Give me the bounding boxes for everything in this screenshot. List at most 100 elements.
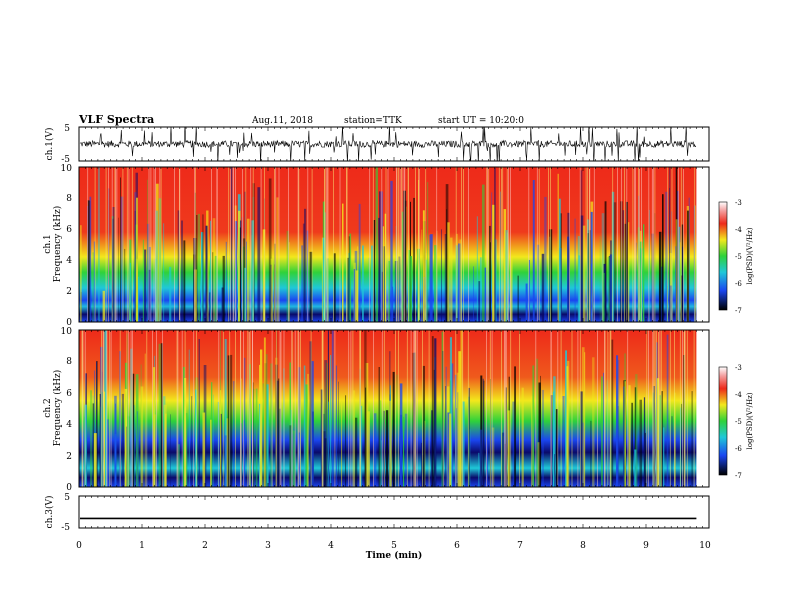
ch1-spectrogram-impulse — [245, 167, 247, 322]
ch1-colorbar: -3 -4 -5 -6 -7 log(PSD)(V²/Hz) — [718, 199, 754, 315]
ch2-spectrogram-streak — [331, 330, 334, 487]
ch2-spectrogram-impulse — [348, 330, 350, 487]
ch2-spectrogram-impulse — [683, 330, 685, 487]
ch2-spectrogram-streak — [103, 391, 106, 487]
ch2-spectrogram-streak — [480, 375, 483, 487]
ch1-spectrogram-streak — [622, 210, 625, 322]
ch2-spectrogram-streak — [468, 387, 470, 487]
ch2-spectrogram-streak — [323, 431, 326, 487]
xtick-10: 10 — [699, 541, 711, 551]
ch1-spectrogram-yticks: 0 2 4 6 8 10 — [61, 164, 73, 328]
ch2-spectrogram-impulse — [577, 330, 579, 487]
ch1-spectrogram-impulse — [498, 167, 500, 322]
ch2-spectrogram-impulse — [693, 330, 695, 487]
ch2-spectrogram-streak — [447, 412, 450, 487]
ch1-spectrogram-streak — [450, 237, 453, 322]
ch1-cb-tick-m6: -6 — [735, 280, 742, 288]
ch2-spectrogram-streak — [364, 330, 367, 487]
ch2-spectrogram-streak — [178, 444, 180, 487]
ch2-spectrogram-streak — [666, 334, 669, 487]
ch2-spectrogram-streak — [643, 397, 646, 487]
ch1-spectrogram-streak — [441, 229, 442, 322]
xtick-8: 8 — [580, 541, 586, 551]
ch1-spectrogram-streak — [694, 205, 696, 322]
ch1-spectrogram-impulse — [298, 167, 300, 322]
ch2-spectrogram-streak — [378, 367, 380, 487]
ch2-spectrogram-streak — [335, 365, 337, 487]
ch1-spectrogram-streak — [587, 233, 589, 322]
ch2-spectrogram-streak — [132, 373, 135, 487]
x-axis-labels: 0 1 2 3 4 5 6 7 8 9 10 Time (min) — [76, 541, 711, 561]
ch1-spectrogram-impulse — [403, 167, 405, 322]
ch2-colorbar-scale — [718, 366, 728, 476]
ch2-spectrogram-impulse — [607, 330, 609, 487]
ch1-spectrogram-impulse — [131, 167, 133, 322]
ch2-spectrogram-impulse — [110, 330, 112, 487]
ch2-spectrogram-streak — [289, 362, 291, 487]
ch1-spectrogram-impulse — [115, 167, 117, 322]
ch1-spectrogram-streak — [251, 220, 254, 322]
ch1-spectrogram-streak — [669, 167, 671, 322]
ch1-spectrogram-streak — [155, 258, 157, 322]
ch1-spectrogram-streak — [444, 234, 447, 322]
ch2-spectrogram-impulse — [229, 330, 231, 487]
ch1-spectrogram-impulse — [550, 167, 551, 322]
ch2-spectrogram-streak — [365, 363, 369, 487]
ch3-waveform-ylabel: ch.3(V) — [44, 496, 55, 529]
ch1-spectrogram-streak — [421, 229, 423, 322]
ch1-spectrogram-streak — [458, 243, 461, 322]
ch2-spectrogram-impulse — [106, 330, 108, 487]
ch1-spectrogram-impulse — [346, 167, 347, 322]
ch1-spectrogram-streak — [574, 218, 576, 322]
ch2-spectrogram-streak — [213, 394, 214, 487]
ch1-spectrogram-streak — [375, 167, 378, 322]
date-label: Aug.11, 2018 — [251, 116, 313, 126]
ch1-spectrogram-streak — [580, 215, 584, 322]
ch1-spectrogram-impulse — [612, 167, 614, 322]
ch1-spectrogram-impulse — [333, 167, 334, 322]
ch2-spectrogram-streak — [389, 400, 392, 487]
ch2-spectrogram-impulse — [414, 330, 416, 487]
ch1-spectrogram-streak — [422, 210, 425, 322]
ch2-spectrogram-freq-label: Frequency (kHz) — [52, 370, 63, 447]
ch2-spectrogram-streak — [260, 349, 263, 487]
ch2-spectrogram-impulse — [82, 330, 84, 487]
ch2-cb-tick-m4: -4 — [735, 391, 742, 399]
ch2-spectrogram-streak — [659, 395, 662, 487]
ch2-spectrogram-streak — [84, 404, 87, 487]
ch2-spectrogram-streak — [265, 354, 268, 487]
ch1-spectrogram-impulse — [667, 167, 669, 322]
ch2-spectrogram-impulse — [604, 330, 606, 487]
ch2-spectrogram-impulse — [310, 330, 312, 487]
ch2-spectrogram-streak — [381, 440, 382, 487]
ch2-spectrogram-impulse — [184, 330, 186, 487]
ch1-spectrogram-impulse — [114, 167, 116, 322]
ch2-spectrogram-impulse — [381, 330, 383, 487]
ch2-spectrogram-streaks — [81, 330, 709, 487]
ch1-spectrogram-streak — [494, 168, 496, 322]
ch1-spectrogram-impulse — [111, 167, 113, 322]
ch1-spectrogram-streak — [242, 246, 245, 322]
ch1-spectrogram-streak — [124, 248, 126, 322]
ch1-spectrogram-streak — [384, 213, 387, 322]
ch1-spectrogram-impulse — [396, 167, 397, 322]
ch2-spectrogram-streak — [140, 386, 144, 487]
ch1-spectrogram-streak — [155, 210, 158, 322]
ch1-spectrogram-impulse — [230, 167, 232, 322]
ch1-spec-ytick-0: 0 — [66, 318, 72, 328]
ch1-spectrogram-impulse — [228, 167, 230, 322]
ch2-spectrogram-streak — [328, 401, 330, 487]
ch2-spectrogram-streak — [639, 399, 642, 487]
ch1-spectrogram-impulse — [626, 167, 628, 322]
xtick-6: 6 — [454, 541, 460, 551]
ch1-spectrogram-streak — [378, 217, 380, 322]
ch2-spectrogram-streak — [263, 337, 266, 487]
ch1-spectrogram-streak — [214, 255, 217, 322]
ch2-spectrogram-streak — [656, 378, 660, 487]
ch1-spec-ytick-6: 6 — [66, 225, 72, 235]
ch2-spectrogram-streak — [456, 408, 457, 487]
ch1-spectrogram-streak — [163, 223, 165, 322]
ch1-spectrogram-impulse — [589, 167, 591, 322]
ch1-spectrogram-streak — [628, 222, 630, 322]
ch2-spectrogram-streak — [262, 383, 265, 487]
